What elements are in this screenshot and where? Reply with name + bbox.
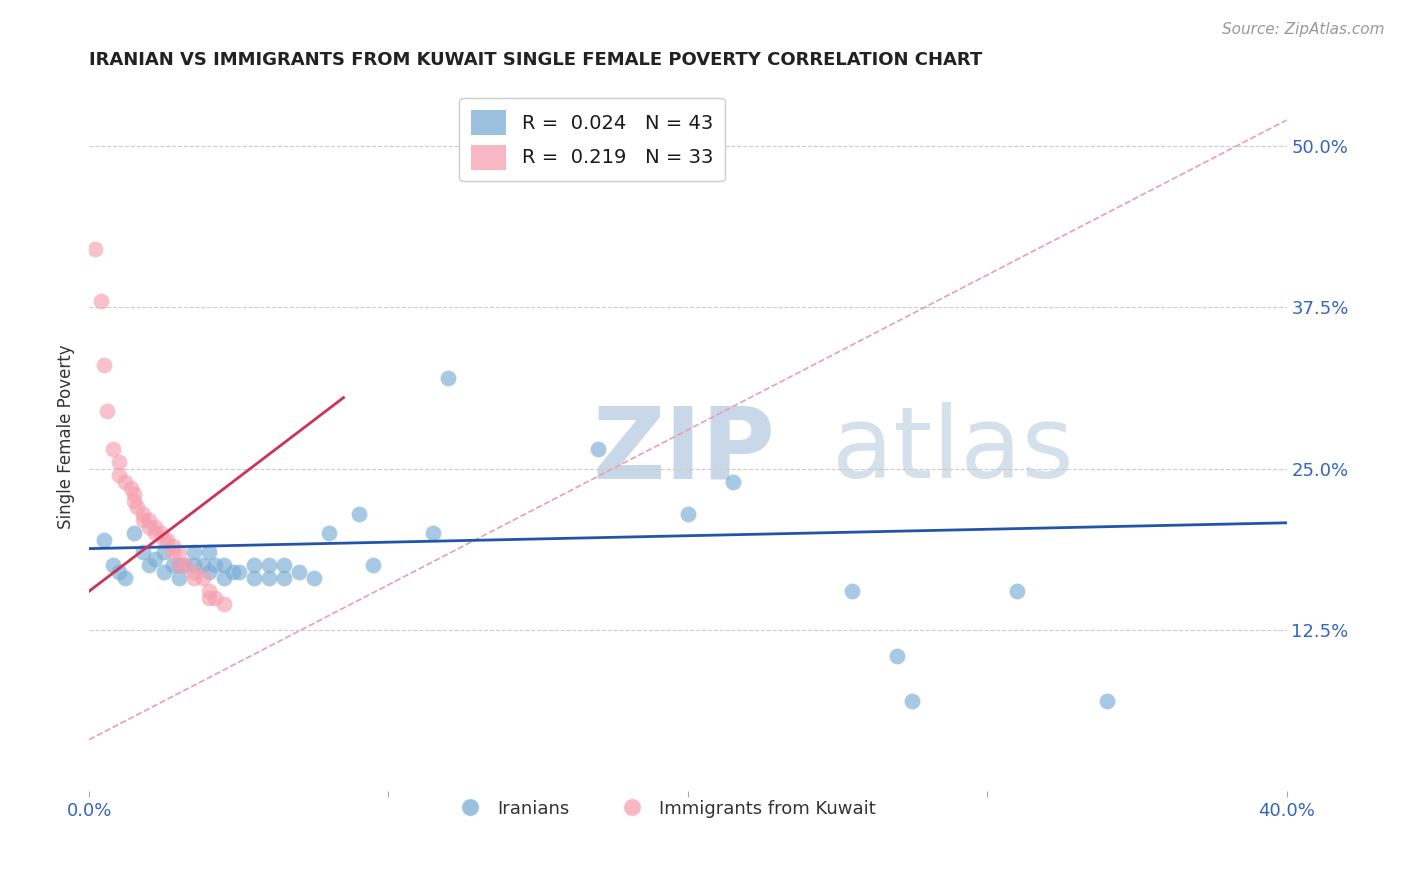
Point — [143, 526, 166, 541]
Point — [122, 526, 145, 541]
Point — [173, 558, 195, 573]
Point — [90, 293, 112, 308]
Point — [143, 519, 166, 533]
Point — [1005, 584, 1028, 599]
Point — [138, 513, 160, 527]
Point — [93, 359, 115, 373]
Point — [242, 571, 264, 585]
Point — [108, 455, 131, 469]
Point — [198, 584, 221, 599]
Point — [198, 565, 221, 579]
Point — [153, 545, 176, 559]
Point — [84, 242, 107, 256]
Point — [183, 545, 205, 559]
Point — [257, 558, 280, 573]
Point — [167, 558, 190, 573]
Point — [114, 475, 136, 489]
Point — [162, 558, 184, 573]
Point — [138, 519, 160, 533]
Point — [162, 539, 184, 553]
Point — [132, 507, 155, 521]
Point — [183, 565, 205, 579]
Point — [437, 371, 460, 385]
Point — [363, 558, 385, 573]
Point — [183, 571, 205, 585]
Point — [156, 533, 179, 547]
Point — [143, 552, 166, 566]
Point — [191, 571, 214, 585]
Point — [125, 500, 148, 515]
Point — [901, 694, 924, 708]
Point — [198, 545, 221, 559]
Point — [273, 558, 295, 573]
Point — [841, 584, 863, 599]
Point — [101, 558, 124, 573]
Point — [167, 558, 190, 573]
Point — [242, 558, 264, 573]
Text: atlas: atlas — [831, 402, 1073, 499]
Point — [167, 545, 190, 559]
Point — [122, 487, 145, 501]
Point — [886, 648, 908, 663]
Point — [173, 558, 195, 573]
Point — [167, 571, 190, 585]
Point — [257, 571, 280, 585]
Point — [162, 545, 184, 559]
Point — [114, 571, 136, 585]
Point — [212, 597, 235, 611]
Point — [96, 403, 118, 417]
Point — [149, 526, 172, 541]
Text: ZIP: ZIP — [592, 402, 775, 499]
Point — [108, 468, 131, 483]
Point — [302, 571, 325, 585]
Point — [212, 558, 235, 573]
Legend: Iranians, Immigrants from Kuwait: Iranians, Immigrants from Kuwait — [444, 792, 883, 825]
Point — [318, 526, 340, 541]
Point — [93, 533, 115, 547]
Point — [204, 591, 226, 605]
Point — [122, 494, 145, 508]
Point — [132, 513, 155, 527]
Point — [153, 565, 176, 579]
Point — [132, 545, 155, 559]
Point — [287, 565, 309, 579]
Point — [204, 558, 226, 573]
Y-axis label: Single Female Poverty: Single Female Poverty — [58, 344, 75, 529]
Point — [676, 507, 699, 521]
Point — [198, 591, 221, 605]
Point — [153, 533, 176, 547]
Text: Source: ZipAtlas.com: Source: ZipAtlas.com — [1222, 22, 1385, 37]
Point — [721, 475, 744, 489]
Point — [273, 571, 295, 585]
Point — [101, 442, 124, 457]
Point — [212, 571, 235, 585]
Point — [138, 558, 160, 573]
Point — [228, 565, 250, 579]
Point — [108, 565, 131, 579]
Point — [222, 565, 245, 579]
Point — [422, 526, 444, 541]
Point — [183, 558, 205, 573]
Point — [586, 442, 609, 457]
Point — [1095, 694, 1118, 708]
Point — [120, 481, 142, 495]
Text: IRANIAN VS IMMIGRANTS FROM KUWAIT SINGLE FEMALE POVERTY CORRELATION CHART: IRANIAN VS IMMIGRANTS FROM KUWAIT SINGLE… — [89, 51, 983, 69]
Point — [191, 558, 214, 573]
Point — [347, 507, 370, 521]
